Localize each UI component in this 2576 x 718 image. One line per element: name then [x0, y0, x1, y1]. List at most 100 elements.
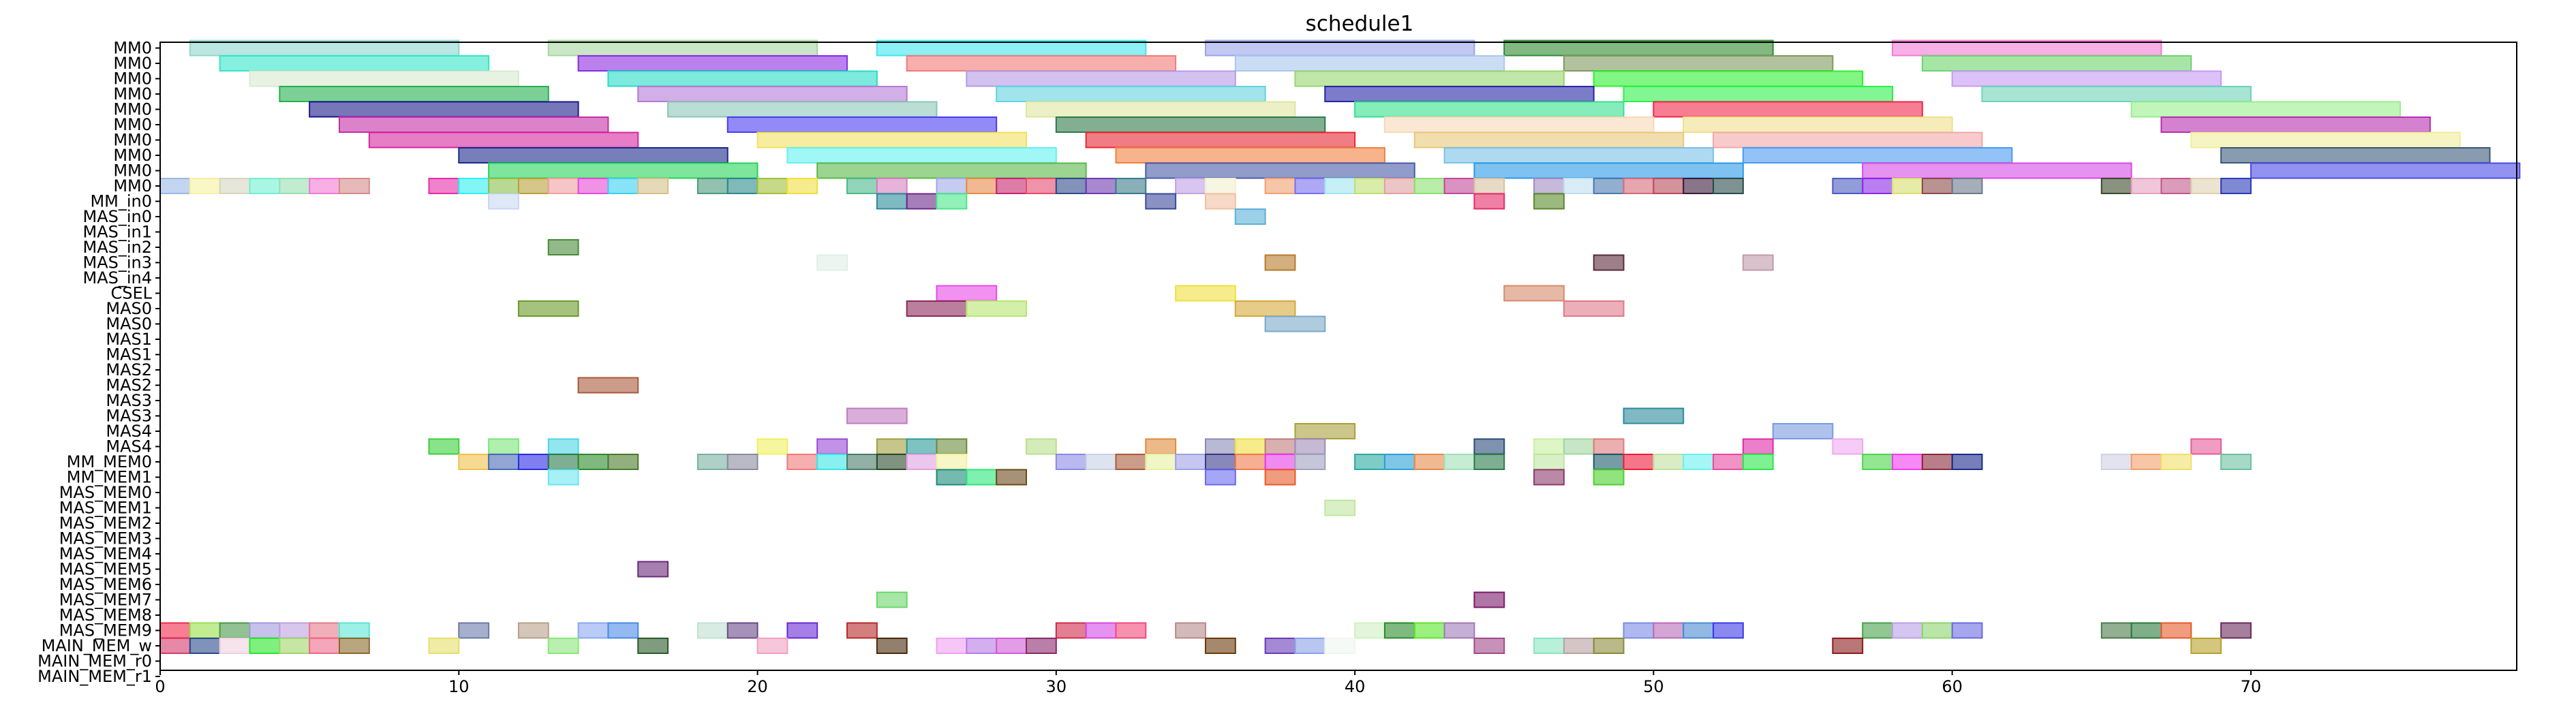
task-bar — [219, 55, 490, 72]
task-bar — [1175, 178, 1206, 194]
task-bar — [1623, 622, 1655, 639]
task-bar — [488, 178, 519, 194]
task-bar — [547, 454, 579, 470]
y-tick-label: MAS1 — [106, 330, 152, 349]
y-tick-label: MAIN_MEM_r1 — [37, 667, 152, 686]
task-bar — [309, 101, 579, 118]
task-bar — [696, 622, 729, 639]
task-bar — [786, 147, 1057, 163]
task-bar — [1921, 178, 1953, 194]
task-bar — [1085, 131, 1356, 149]
task-bar — [2220, 147, 2491, 163]
task-bar — [786, 178, 818, 194]
task-bar — [249, 622, 281, 639]
task-bar — [2190, 131, 2461, 149]
task-bar — [1593, 469, 1625, 486]
task-bar — [577, 622, 609, 639]
task-bar — [1294, 638, 1326, 654]
task-bar — [876, 193, 908, 210]
task-bar — [1563, 55, 1834, 72]
task-bar — [458, 178, 490, 194]
task-bar — [936, 638, 968, 654]
task-bar — [1234, 300, 1296, 317]
task-bar — [726, 116, 998, 133]
task-bar — [1413, 131, 1685, 149]
y-tick-label: MAS_MEM7 — [59, 591, 152, 610]
task-bar — [1683, 454, 1715, 470]
task-bar — [1354, 454, 1385, 470]
task-bar — [936, 285, 998, 302]
task-bar — [219, 178, 251, 194]
task-bar — [966, 178, 998, 194]
task-bar — [1951, 622, 1983, 639]
task-bar — [1354, 178, 1385, 194]
task-bar — [637, 178, 669, 194]
task-bar — [1742, 147, 2013, 163]
task-bar — [1204, 638, 1236, 654]
task-bar — [1892, 454, 1923, 470]
task-bar — [368, 131, 639, 149]
task-bar — [1294, 178, 1326, 194]
task-bar — [1563, 300, 1625, 317]
task-bar — [1324, 86, 1595, 102]
task-bar — [1264, 315, 1326, 332]
task-bar — [1115, 622, 1147, 639]
task-bar — [1145, 438, 1177, 455]
y-tick-label: MM0 — [113, 84, 152, 104]
task-bar — [1055, 622, 1087, 639]
task-bar — [2100, 622, 2132, 639]
task-bar — [906, 55, 1177, 72]
task-bar — [1593, 438, 1625, 455]
task-bar — [1832, 638, 1864, 654]
task-bar — [1742, 254, 1774, 271]
task-bar — [1772, 423, 1834, 439]
task-bar — [1204, 454, 1236, 470]
y-tick-label: MAS_MEM8 — [59, 606, 152, 625]
task-bar — [1623, 86, 1894, 102]
task-bar — [966, 638, 998, 654]
task-bar — [996, 178, 1028, 194]
task-bar — [936, 469, 968, 486]
y-tick-label: MM_MEM1 — [67, 468, 152, 487]
task-bar — [1713, 622, 1744, 639]
task-bar — [966, 70, 1236, 87]
task-bar — [756, 178, 788, 194]
task-bar — [577, 178, 609, 194]
task-bar — [936, 178, 968, 194]
task-bar — [1563, 638, 1595, 654]
task-bar — [1713, 454, 1744, 470]
task-bar — [1981, 86, 2252, 102]
task-bar — [1593, 254, 1625, 271]
task-bar — [1623, 407, 1685, 424]
y-tick-label: MAS_MEM6 — [59, 575, 152, 594]
task-bar — [249, 178, 281, 194]
task-bar — [2220, 622, 2252, 639]
task-bar — [1443, 622, 1475, 639]
task-bar — [936, 438, 968, 455]
y-tick-label: MAS4 — [106, 422, 152, 441]
task-bar — [1921, 622, 1953, 639]
x-tick-label: 40 — [1345, 677, 1366, 696]
task-bar — [1473, 193, 1505, 210]
task-bar — [1115, 454, 1147, 470]
task-bar — [1175, 454, 1206, 470]
task-bar — [1951, 178, 1983, 194]
y-tick-label: MAS2 — [106, 360, 152, 379]
task-bar — [996, 638, 1028, 654]
y-tick-label: MM0 — [113, 176, 152, 196]
task-bar — [547, 239, 579, 255]
task-bar — [786, 622, 818, 639]
y-tick-label: MM0 — [113, 131, 152, 150]
task-bar — [1473, 591, 1505, 608]
task-bar — [428, 438, 460, 455]
task-bar — [1324, 638, 1356, 654]
task-bar — [458, 454, 490, 470]
task-bar — [906, 193, 938, 210]
task-bar — [876, 438, 908, 455]
task-bar — [1533, 178, 1565, 194]
task-bar — [1593, 178, 1625, 194]
task-bar — [517, 454, 549, 470]
task-bar — [577, 55, 848, 72]
task-bar — [1234, 55, 1505, 72]
task-bar — [876, 638, 908, 654]
